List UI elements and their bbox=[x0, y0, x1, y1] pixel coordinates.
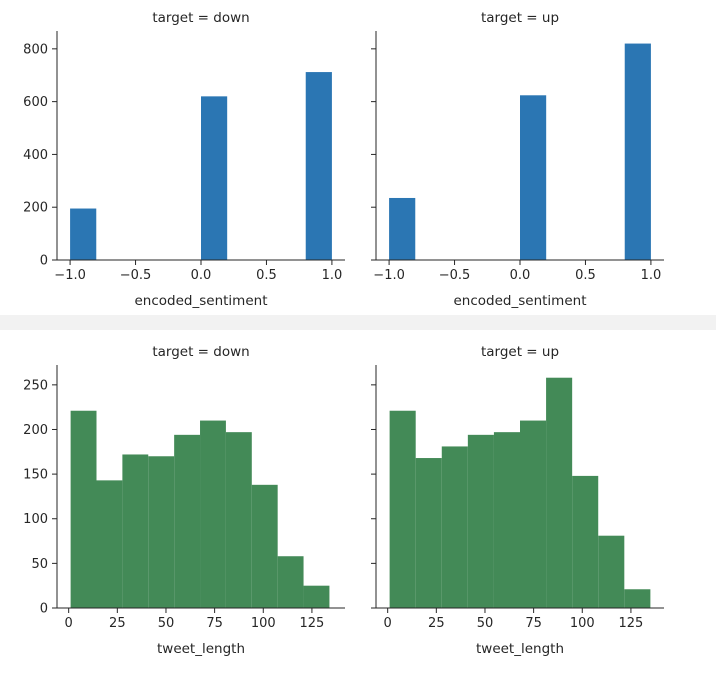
sentiment-facet-svg: −1.0 −0.5 0.0 0.5 1.0 0 200 400 600 800 target = d… bbox=[23, 10, 664, 309]
sentiment-up-x-tick-label: 0.5 bbox=[575, 268, 596, 283]
sentiment-up-x-tick-label: 0.0 bbox=[510, 268, 531, 283]
length-down-x-tick-label: 100 bbox=[251, 616, 276, 631]
length-up-title: target = up bbox=[481, 344, 559, 360]
length-down-y-tick-label: 50 bbox=[31, 557, 48, 572]
length-up-x-tick-label: 25 bbox=[428, 616, 445, 631]
length-up-bar bbox=[493, 432, 520, 608]
sentiment-up-bar bbox=[389, 197, 416, 260]
length-down-y-tick-label: 200 bbox=[23, 423, 48, 438]
sentiment-down-x-tick-label: 0.0 bbox=[191, 268, 212, 283]
sentiment-down-x-tick-label: 1.0 bbox=[322, 268, 343, 283]
length-down-bar bbox=[96, 480, 123, 608]
length-down-bar bbox=[277, 556, 304, 608]
length-down-panel: 0 25 50 75 100 125 0 50 100 150 200 250 target = dow… bbox=[23, 344, 345, 657]
length-down-bar bbox=[303, 585, 330, 608]
tweet-length-facet-grid: 0 25 50 75 100 125 0 50 100 150 200 250 target = dow… bbox=[0, 330, 716, 670]
length-up-x-axis-label: tweet_length bbox=[476, 641, 564, 657]
figure-separator bbox=[0, 315, 716, 330]
length-down-x-tick-label: 25 bbox=[109, 616, 126, 631]
sentiment-down-x-tick-label: −1.0 bbox=[54, 268, 86, 283]
sentiment-down-bar bbox=[201, 96, 228, 260]
sentiment-up-x-tick-label: −0.5 bbox=[439, 268, 471, 283]
length-down-bar bbox=[200, 420, 226, 608]
length-up-bar bbox=[441, 446, 468, 608]
length-up-x-tick-label: 125 bbox=[619, 616, 644, 631]
sentiment-facet-grid: −1.0 −0.5 0.0 0.5 1.0 0 200 400 600 800 target = d… bbox=[0, 0, 716, 315]
sentiment-down-title: target = down bbox=[152, 10, 249, 26]
length-up-bar bbox=[546, 377, 573, 608]
sentiment-down-bar bbox=[70, 208, 97, 260]
length-up-bar bbox=[389, 410, 416, 608]
length-down-x-tick-label: 75 bbox=[206, 616, 223, 631]
length-down-bar bbox=[174, 434, 201, 608]
sentiment-down-x-axis-label: encoded_sentiment bbox=[135, 293, 268, 309]
sentiment-up-bar bbox=[624, 43, 651, 261]
length-down-title: target = down bbox=[152, 344, 249, 360]
sentiment-up-title: target = up bbox=[481, 10, 559, 26]
sentiment-down-y-tick-label: 0 bbox=[40, 254, 48, 269]
length-up-x-tick-label: 50 bbox=[477, 616, 494, 631]
sentiment-down-panel: −1.0 −0.5 0.0 0.5 1.0 0 200 400 600 800 target = d… bbox=[23, 10, 345, 309]
sentiment-down-y-tick-label: 400 bbox=[23, 148, 48, 163]
length-up-bar bbox=[572, 475, 599, 608]
sentiment-up-bar bbox=[520, 95, 547, 260]
length-down-y-tick-label: 100 bbox=[23, 512, 48, 527]
length-up-bar bbox=[520, 420, 547, 608]
length-up-bar bbox=[415, 458, 442, 608]
sentiment-down-y-tick-label: 200 bbox=[23, 201, 48, 216]
length-up-bar bbox=[467, 434, 494, 608]
length-down-bar bbox=[251, 484, 278, 608]
length-down-x-tick-label: 125 bbox=[300, 616, 325, 631]
length-down-bar bbox=[122, 454, 149, 608]
sentiment-down-bar bbox=[305, 72, 332, 260]
length-down-x-tick-label: 0 bbox=[65, 616, 73, 631]
length-up-x-tick-label: 100 bbox=[570, 616, 595, 631]
sentiment-down-x-tick-label: 0.5 bbox=[256, 268, 277, 283]
sentiment-up-x-axis-label: encoded_sentiment bbox=[454, 293, 587, 309]
length-up-bar bbox=[624, 589, 651, 608]
sentiment-up-x-tick-label: −1.0 bbox=[373, 268, 405, 283]
length-down-bar bbox=[225, 432, 252, 608]
sentiment-down-y-tick-label: 800 bbox=[23, 42, 48, 57]
sentiment-up-panel: −1.0 −0.5 0.0 0.5 1.0 target = up encoded_sent… bbox=[371, 10, 664, 309]
length-down-y-tick-label: 250 bbox=[23, 378, 48, 393]
length-up-panel: 0 25 50 75 100 125 target = up tweet_length bbox=[371, 344, 664, 657]
sentiment-down-y-tick-label: 600 bbox=[23, 95, 48, 110]
length-up-x-tick-label: 75 bbox=[525, 616, 542, 631]
length-up-bar bbox=[598, 535, 625, 608]
length-down-bar bbox=[148, 456, 175, 608]
length-down-x-axis-label: tweet_length bbox=[157, 641, 245, 657]
length-down-y-tick-label: 150 bbox=[23, 468, 48, 483]
length-up-x-tick-label: 0 bbox=[384, 616, 392, 631]
length-down-x-tick-label: 50 bbox=[158, 616, 175, 631]
length-down-bar bbox=[70, 410, 97, 608]
length-down-y-tick-label: 0 bbox=[40, 602, 48, 617]
sentiment-down-x-tick-label: −0.5 bbox=[120, 268, 152, 283]
sentiment-up-x-tick-label: 1.0 bbox=[641, 268, 662, 283]
